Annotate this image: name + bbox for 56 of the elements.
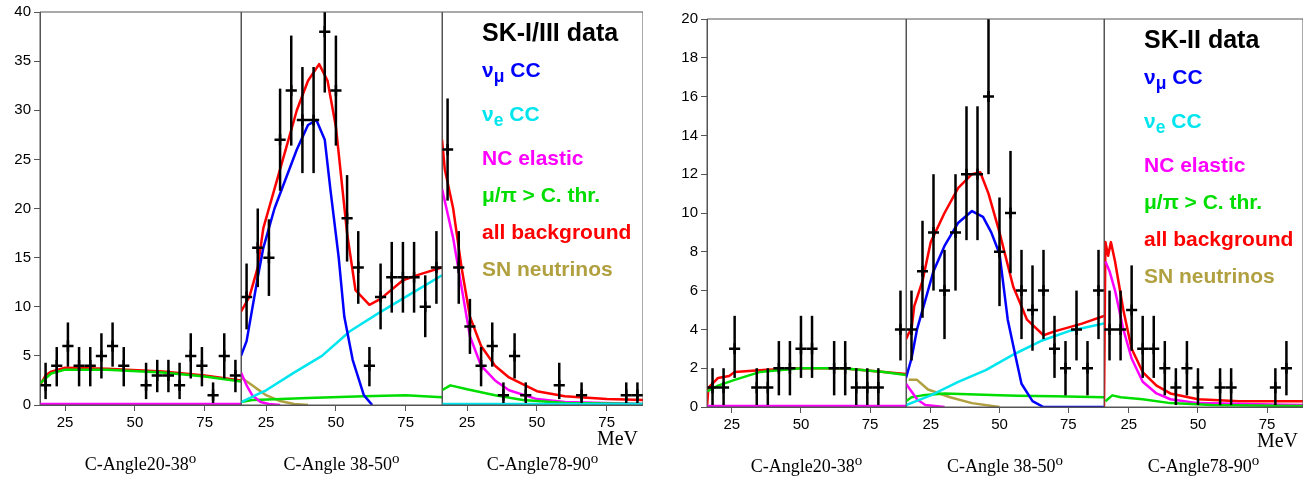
x-axis-title: C-Angle78-90$^{o}$	[1146, 452, 1261, 477]
x-axis-title: C-Angle 38-50$^{o}$	[282, 450, 401, 475]
y-tick-label: 20	[681, 9, 698, 27]
text: μ/π > C. thr.	[1144, 189, 1264, 216]
x-tick-label: 50	[528, 413, 546, 431]
x-tick-label: 25	[1120, 415, 1138, 433]
x-tick-label: 75	[196, 413, 214, 431]
y-tick-label: 20	[14, 198, 31, 216]
y-tick-label: 14	[681, 125, 698, 143]
y-tick-label: 0	[689, 397, 698, 415]
text: SN neutrinos	[1144, 263, 1276, 290]
text: all background	[482, 219, 632, 246]
y-tick-label: 18	[681, 47, 698, 65]
y-tick-label: 10	[681, 203, 698, 221]
text: SK-I/III data	[482, 17, 620, 48]
text: SN neutrinos	[482, 256, 614, 283]
text: μ/π > C. thr.	[482, 182, 602, 209]
x-tick-label: 25	[723, 415, 741, 433]
y-tick-label: 30	[14, 100, 31, 118]
y-tick-label: 35	[14, 51, 31, 69]
y-tick-label: 4	[689, 319, 698, 337]
x-axis-title: C-Angle20-38$^{o}$	[749, 452, 864, 477]
text: ν$_{e}$ CC	[1144, 108, 1203, 140]
text: ν$_{μ}$ CC	[1144, 64, 1204, 96]
text: ν$_{e}$ CC	[482, 101, 541, 133]
x-axis-title: C-Angle20-38$^{o}$	[83, 450, 198, 475]
x-tick-label: 50	[1189, 415, 1207, 433]
y-tick-label: 8	[689, 241, 698, 259]
x-tick-label: 50	[991, 415, 1008, 433]
y-tick-label: 15	[14, 247, 31, 265]
text: NC elastic	[1144, 152, 1247, 179]
text: all background	[1144, 226, 1294, 253]
text: SK-II data	[1144, 24, 1261, 55]
x-tick-label: 25	[56, 413, 74, 431]
x-tick-label: 25	[458, 413, 476, 431]
y-tick-label: 6	[689, 280, 698, 298]
x-tick-label: 50	[126, 413, 144, 431]
y-tick-label: 16	[681, 86, 698, 104]
text: NC elastic	[482, 145, 585, 172]
x-axis-title: C-Angle 38-50$^{o}$	[946, 452, 1064, 477]
x-tick-label: 75	[861, 415, 879, 433]
y-tick-label: 40	[14, 2, 31, 20]
y-tick-label: 10	[14, 296, 31, 314]
x-tick-label: 50	[792, 415, 810, 433]
x-tick-label: 50	[327, 413, 345, 431]
x-tick-label: 75	[1059, 415, 1077, 433]
text: ν$_{μ}$ CC	[482, 57, 542, 89]
y-tick-label: 2	[689, 358, 698, 376]
y-tick-label: 25	[14, 149, 31, 167]
x-tick-label: 25	[257, 413, 275, 431]
y-tick-label: 0	[22, 395, 31, 413]
x-tick-label: 75	[397, 413, 415, 431]
x-tick-label: 25	[922, 415, 940, 433]
y-tick-label: 5	[22, 346, 31, 364]
y-tick-label: 12	[681, 164, 698, 182]
x-axis-title: C-Angle78-90$^{o}$	[485, 450, 600, 475]
